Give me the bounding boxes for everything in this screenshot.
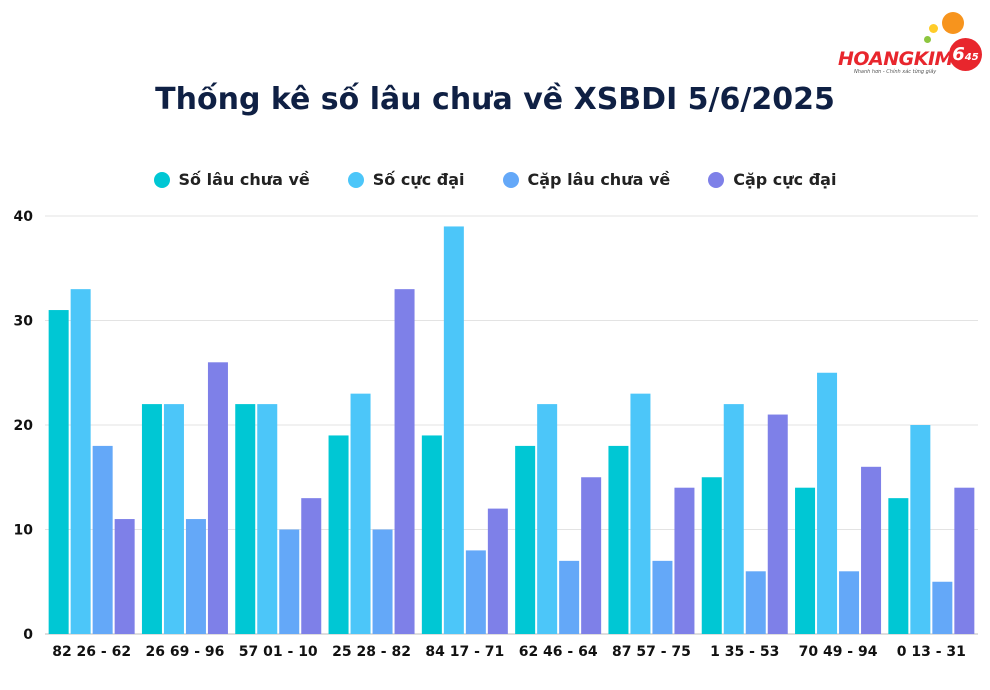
legend-item-4: Cặp cực đại [708, 170, 836, 189]
legend-swatch [347, 171, 364, 188]
bar [421, 435, 442, 634]
chart-title: Thống kê số lâu chưa về XSBDI 5/6/2025 [155, 82, 835, 117]
bar [48, 310, 69, 634]
x-tick-label: 82 26 - 62 [52, 644, 131, 660]
bar [630, 393, 651, 634]
legend-label: Cặp cực đại [733, 170, 837, 189]
legend-swatch [502, 171, 519, 188]
y-tick-label: 30 [14, 314, 34, 330]
logo-text: HOANGKIM [838, 48, 953, 70]
bar [394, 289, 415, 634]
legend-item-3: Cặp lâu chưa về [502, 170, 671, 189]
bar [581, 477, 602, 634]
bar [839, 571, 860, 634]
y-tick-label: 0 [23, 627, 33, 643]
legend-swatch [708, 171, 725, 188]
y-tick-label: 10 [14, 523, 34, 539]
x-tick-label: 70 49 - 94 [799, 644, 878, 660]
legend-label: Số lâu chưa về [178, 170, 310, 189]
logo-dot-yellow [929, 24, 938, 33]
bar [723, 404, 744, 634]
bar [817, 372, 838, 634]
x-tick-label: 62 46 - 64 [519, 644, 598, 660]
x-tick-label: 87 57 - 75 [612, 644, 691, 660]
y-tick-label: 20 [14, 418, 34, 434]
x-tick-label: 57 01 - 10 [239, 644, 318, 660]
bar [185, 519, 206, 634]
bar [465, 550, 486, 634]
bar [141, 404, 162, 634]
legend-label: Số cực đại [372, 170, 465, 189]
bar [301, 498, 322, 634]
logo-dot-green [924, 36, 931, 43]
bar [350, 393, 371, 634]
bar [257, 404, 278, 634]
bar [674, 487, 695, 634]
bar [910, 425, 931, 634]
bar [652, 560, 673, 634]
bar [537, 404, 558, 634]
logo-badge-sub: 45 [964, 52, 979, 63]
x-tick-label: 1 35 - 53 [710, 644, 779, 660]
bar [443, 226, 464, 634]
bar [608, 445, 629, 634]
bar [861, 466, 882, 634]
chart-legend: Số lâu chưa về Số cực đại Cặp lâu chưa về C… [0, 170, 990, 189]
bar [745, 571, 766, 634]
bar [207, 362, 228, 634]
bar [932, 581, 953, 634]
bar [701, 477, 722, 634]
legend-swatch [153, 171, 170, 188]
brand-logo: HOANGKIM 645 Nhanh hơn - Chính xác từng … [836, 10, 986, 75]
x-tick-label: 25 28 - 82 [332, 644, 411, 660]
x-tick-label: 84 17 - 71 [425, 644, 504, 660]
bar [487, 508, 508, 634]
logo-tagline: Nhanh hơn - Chính xác từng giây [854, 69, 937, 75]
bar [163, 404, 184, 634]
logo-badge: 645 [949, 38, 982, 71]
legend-item-1: Số lâu chưa về [153, 170, 310, 189]
bar [328, 435, 349, 634]
logo-badge-number: 6 [952, 44, 965, 65]
bar [515, 445, 536, 634]
y-tick-label: 40 [14, 209, 34, 225]
bar [767, 414, 788, 634]
bar [795, 487, 816, 634]
bar [70, 289, 91, 634]
bar [235, 404, 256, 634]
x-tick-label: 0 13 - 31 [897, 644, 966, 660]
bar [372, 529, 393, 634]
x-tick-label: 26 69 - 96 [146, 644, 225, 660]
bar [114, 519, 135, 634]
bar [559, 560, 580, 634]
bar [954, 487, 975, 634]
legend-item-2: Số cực đại [347, 170, 465, 189]
bar [279, 529, 300, 634]
logo-dot-orange [942, 12, 964, 34]
bar [92, 445, 113, 634]
bar [888, 498, 909, 634]
legend-label: Cặp lâu chưa về [527, 170, 671, 189]
